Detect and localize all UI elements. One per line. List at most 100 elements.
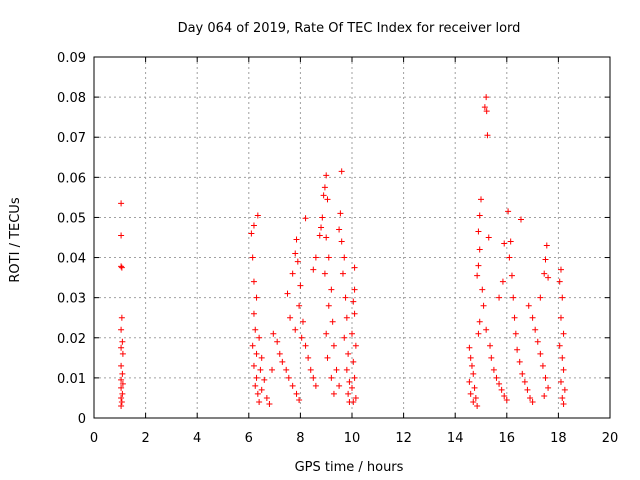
x-axis-label: GPS time / hours [295, 460, 404, 475]
x-tick-label: 20 [602, 431, 619, 446]
data-point [557, 378, 564, 385]
data-point [261, 376, 268, 383]
data-point [338, 238, 345, 245]
data-point [541, 270, 548, 277]
data-point [514, 346, 521, 353]
data-point [527, 394, 534, 401]
data-point [305, 354, 312, 361]
data-point [296, 396, 303, 403]
data-point [476, 246, 483, 253]
y-tick-label: 0.03 [57, 292, 86, 307]
data-point [487, 342, 494, 349]
data-point [532, 326, 539, 333]
data-point [484, 132, 491, 139]
data-point [250, 278, 257, 285]
data-point [475, 262, 482, 269]
data-point [525, 302, 532, 309]
data-point [483, 94, 490, 101]
axis-ticks [93, 56, 611, 419]
data-point [338, 168, 345, 175]
data-point [119, 338, 126, 345]
data-point [274, 338, 281, 345]
data-point [474, 272, 481, 279]
x-tick-label: 2 [141, 431, 149, 446]
data-point [253, 374, 260, 381]
data-point [297, 282, 304, 289]
data-point [258, 354, 265, 361]
data-point [302, 342, 309, 349]
data-point [299, 318, 306, 325]
data-point [470, 398, 477, 405]
data-point [324, 196, 331, 203]
data-point [543, 242, 550, 249]
data-point [521, 378, 528, 385]
data-point [341, 254, 348, 261]
data-point [276, 350, 283, 357]
y-tick-label: 0.09 [57, 51, 86, 66]
data-point [352, 394, 359, 401]
data-point [557, 266, 564, 273]
data-point [539, 362, 546, 369]
data-point [330, 342, 337, 349]
data-point [324, 354, 331, 361]
data-point [310, 266, 317, 273]
data-point [285, 374, 292, 381]
x-tick-label: 12 [395, 431, 412, 446]
y-tick-label: 0.04 [57, 252, 86, 267]
data-point [529, 314, 536, 321]
data-point [250, 222, 257, 229]
data-point [476, 212, 483, 219]
data-point [333, 366, 340, 373]
data-point [118, 362, 125, 369]
x-tick-label: 18 [550, 431, 567, 446]
data-point [534, 338, 541, 345]
data-point [503, 396, 510, 403]
x-tick-label: 14 [447, 431, 464, 446]
data-point [483, 326, 490, 333]
data-point [258, 386, 265, 393]
data-point [542, 256, 549, 263]
data-point [292, 250, 299, 257]
data-point [119, 350, 126, 357]
data-point [257, 366, 264, 373]
data-point [339, 270, 346, 277]
data-point [475, 330, 482, 337]
data-point [302, 215, 309, 222]
data-point [284, 290, 291, 297]
data-point [316, 232, 323, 239]
data-point [517, 216, 524, 223]
data-point [118, 398, 125, 405]
data-point [293, 236, 300, 243]
data-point [468, 362, 475, 369]
data-point [537, 294, 544, 301]
data-point [342, 294, 349, 301]
data-point [118, 232, 125, 239]
y-tick-label: 0.06 [57, 171, 86, 186]
x-tick-label: 8 [296, 431, 304, 446]
data-point [266, 400, 273, 407]
y-tick-label: 0.08 [57, 91, 86, 106]
data-point [508, 272, 515, 279]
data-point [312, 254, 319, 261]
data-point [470, 370, 477, 377]
data-point [506, 254, 513, 261]
data-point [279, 358, 286, 365]
data-point [481, 104, 488, 111]
data-point [328, 374, 335, 381]
x-tick-labels: 0 2 4 6 8 10 12 14 16 18 20 [90, 431, 618, 446]
y-axis-label: ROTI / TECUs [8, 197, 23, 282]
data-point [118, 314, 125, 321]
data-point [350, 298, 357, 305]
data-point [545, 274, 552, 281]
data-point [118, 376, 125, 383]
data-point [254, 212, 261, 219]
data-point [511, 314, 518, 321]
data-point [336, 226, 343, 233]
data-point [118, 384, 125, 391]
data-point [321, 184, 328, 191]
data-point [559, 354, 566, 361]
data-point [283, 366, 290, 373]
data-point [556, 342, 563, 349]
data-point [471, 384, 478, 391]
